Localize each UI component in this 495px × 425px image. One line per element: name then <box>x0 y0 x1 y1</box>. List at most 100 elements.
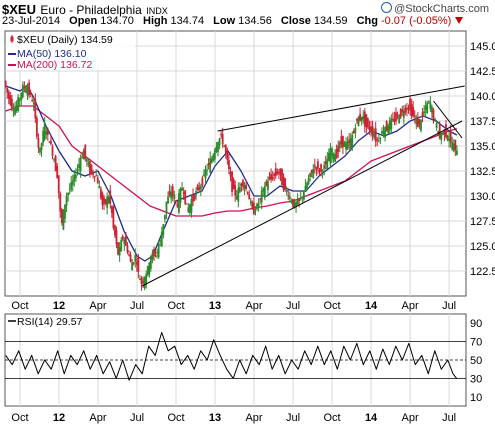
y-tick-label: 127.5 <box>470 216 495 228</box>
candle-up <box>165 201 168 214</box>
candle-down <box>432 109 435 120</box>
candle-down <box>182 192 185 194</box>
candle-up <box>178 193 180 213</box>
x-tick-label: 12 <box>53 300 65 312</box>
candle-down <box>279 168 282 176</box>
candle-down <box>371 126 374 136</box>
candle-up <box>151 252 154 260</box>
chart-header: $XEU Euro - Philadelphia INDX <box>2 1 168 17</box>
candle-down <box>231 171 233 193</box>
candle-down <box>421 112 424 117</box>
candle-down <box>184 190 187 204</box>
candle-down <box>51 146 54 156</box>
candle-down <box>320 164 322 172</box>
candle-down <box>140 278 143 285</box>
candle-up <box>267 180 269 190</box>
candle-down <box>393 118 396 122</box>
candle-up <box>95 175 98 177</box>
candle-up <box>402 110 405 118</box>
candle-down <box>385 120 388 131</box>
candle-down <box>418 119 421 125</box>
candle-up <box>243 185 246 189</box>
candle-up <box>53 159 55 161</box>
candle-down <box>259 198 262 200</box>
candle-up <box>423 111 426 114</box>
candle-down <box>93 176 96 178</box>
candle-down <box>109 190 112 204</box>
candle-down <box>352 130 355 134</box>
candle-down <box>96 177 99 184</box>
candle-down <box>374 128 377 142</box>
candle-down <box>192 194 194 202</box>
candle-down <box>92 172 94 175</box>
x-tick-label: Oct <box>167 412 184 424</box>
candle-up <box>181 187 183 191</box>
candle-up <box>285 190 288 193</box>
low-label: Low <box>213 15 236 27</box>
candle-down <box>356 118 358 121</box>
candle-down <box>90 164 93 174</box>
candle-up <box>238 187 241 193</box>
candle-up <box>334 154 337 162</box>
candle-down <box>399 108 402 118</box>
rsi-y-tick-label: 70 <box>470 337 482 349</box>
candle-down <box>277 172 280 174</box>
candle-up <box>98 186 101 189</box>
candle-down <box>103 197 105 204</box>
x-tick-label: Apr <box>402 412 419 424</box>
candle-down <box>126 245 129 253</box>
candle-down <box>54 155 57 172</box>
candle-up <box>159 240 162 242</box>
x-tick-label: Apr <box>402 300 419 312</box>
brand-label: @StockCharts.com <box>394 3 489 15</box>
candle-down <box>50 140 52 145</box>
x-tick-label: Apr <box>89 412 106 424</box>
candle-up <box>388 120 391 131</box>
candle-up <box>435 123 438 129</box>
candle-down <box>171 186 174 196</box>
candle-up <box>106 196 109 208</box>
candle-up <box>440 133 443 141</box>
candle-up <box>262 188 265 192</box>
candle-down <box>413 115 416 117</box>
candle-down <box>46 129 49 136</box>
x-tick-label: Oct <box>323 412 340 424</box>
candle-down <box>370 126 372 133</box>
close-value: 134.59 <box>313 15 348 27</box>
x-tick-label: Jul <box>442 412 456 424</box>
candle-down <box>117 242 119 255</box>
x-tick-label: 13 <box>209 412 221 424</box>
candle-down <box>232 179 235 190</box>
candle-up <box>293 201 296 208</box>
brand[interactable]: @StockCharts.com <box>381 2 489 15</box>
candle-up <box>381 131 383 134</box>
x-tick-label: Jul <box>286 300 300 312</box>
candle-down <box>220 133 223 136</box>
candle-up <box>427 101 430 103</box>
candle-down <box>412 107 415 117</box>
candle-down <box>185 203 188 205</box>
candle-up <box>290 201 293 203</box>
candle-up <box>217 142 219 153</box>
candle-down <box>287 195 290 197</box>
y-tick-label: 130.0 <box>470 191 495 203</box>
candle-up <box>349 138 352 150</box>
candle-down <box>416 117 419 128</box>
candle-down <box>132 262 135 264</box>
candle-down <box>276 171 279 175</box>
candle-up <box>295 202 297 206</box>
open-label: Open <box>69 15 98 27</box>
candle-up <box>237 187 240 202</box>
candle-up <box>12 109 15 111</box>
candle-up <box>25 88 27 93</box>
candle-up <box>21 84 24 97</box>
candle-up <box>15 104 18 111</box>
candle-up <box>304 185 307 192</box>
candle-down <box>129 254 132 262</box>
candle-up <box>431 106 433 113</box>
candle-up <box>188 204 191 213</box>
y-tick-label: 142.5 <box>470 66 495 78</box>
candle-up <box>203 174 205 176</box>
x-tick-label: Oct <box>167 300 184 312</box>
